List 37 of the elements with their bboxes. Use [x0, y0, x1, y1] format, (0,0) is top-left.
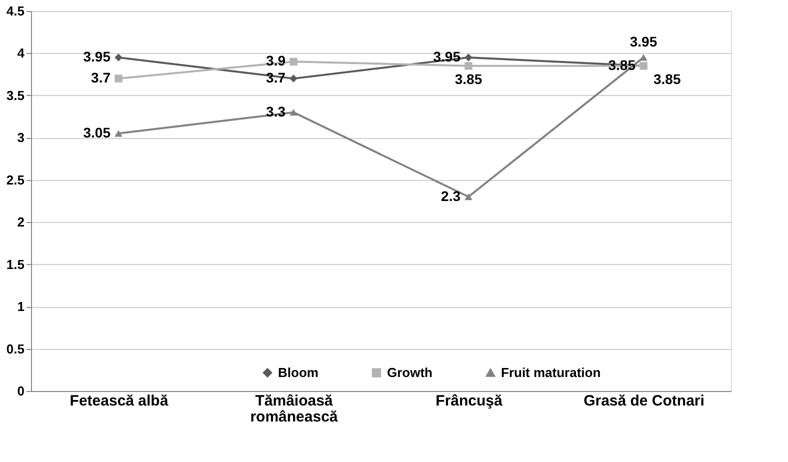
data-label: 3.9 [266, 52, 286, 69]
legend-label: Fruit maturation [501, 364, 601, 380]
data-label: 3.05 [83, 124, 111, 140]
data-label: 3.7 [91, 70, 111, 86]
point [640, 54, 648, 61]
y-tick-label: 0.5 [6, 341, 24, 356]
point [290, 74, 298, 82]
point [114, 54, 122, 62]
y-tick-label: 2.5 [6, 172, 24, 188]
data-label: 3.95 [83, 48, 111, 64]
point [464, 62, 472, 70]
point [290, 58, 298, 66]
point [290, 108, 298, 116]
y-tick-label: 1 [17, 299, 24, 314]
data-label: 3.95 [630, 33, 658, 50]
point [114, 130, 122, 137]
y-tick-label: 2 [17, 214, 24, 230]
data-label: 3.85 [608, 56, 636, 73]
y-tick-label: 0 [17, 384, 24, 398]
y-tick-label: 1.5 [6, 256, 24, 272]
legend-label: Bloom [278, 364, 318, 380]
point [464, 193, 472, 200]
x-tick-label: Grasă de Cotnari [584, 392, 704, 410]
y-tick-label: 3 [17, 130, 24, 146]
x-tick-label: Tămâioasă românească [250, 392, 338, 426]
legend-label: Growth [387, 364, 433, 380]
data-label: 3.3 [266, 103, 286, 120]
y-tick-label: 4 [17, 46, 26, 61]
data-label: 2.3 [441, 188, 461, 204]
data-label: 3.85 [654, 70, 681, 87]
point [114, 74, 122, 82]
x-tick-label: Fetească albă [70, 392, 169, 410]
point [464, 54, 472, 62]
y-tick-label: 3.5 [6, 88, 24, 103]
y-tick-label: 4.5 [6, 4, 24, 18]
x-tick-label: Frâncuşă [436, 392, 503, 410]
data-label: 3.85 [454, 70, 482, 87]
